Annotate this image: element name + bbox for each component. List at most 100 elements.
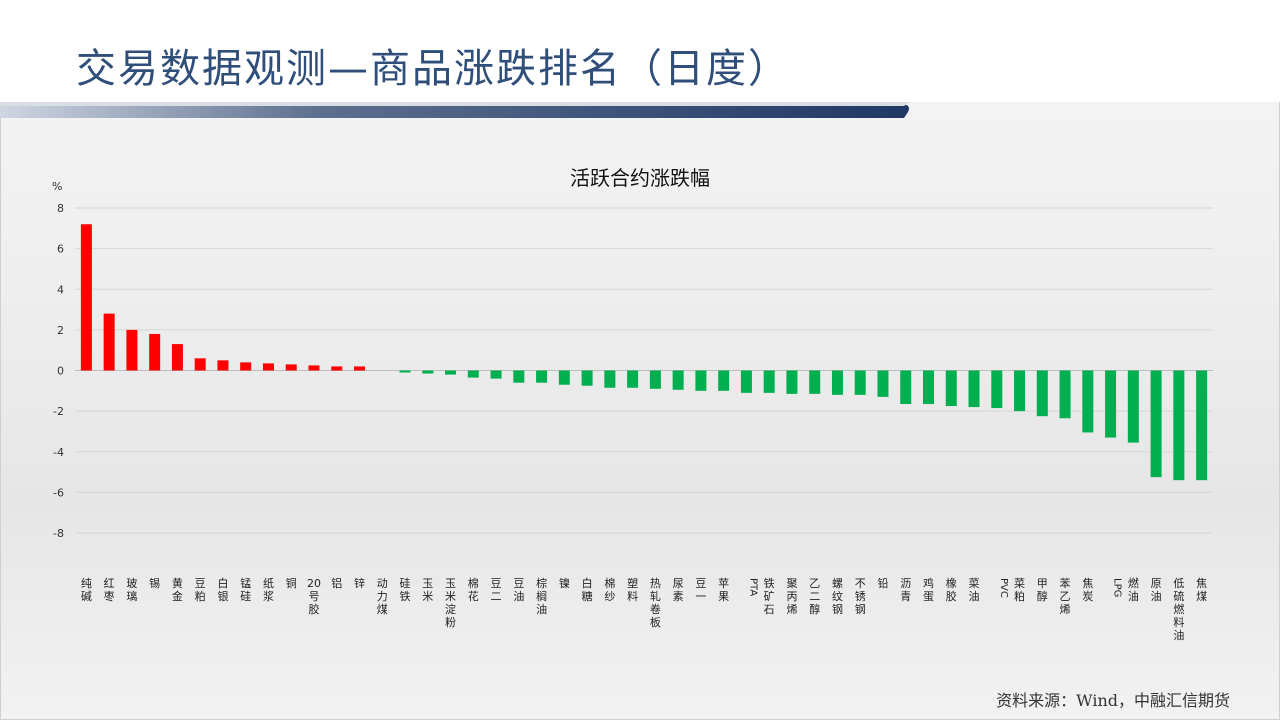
x-tick-label: 玉米 <box>422 577 433 603</box>
bar-39 <box>968 370 980 408</box>
x-tick-label: 红枣 <box>104 577 115 603</box>
y-axis-unit-label: % <box>52 180 62 193</box>
x-tick-label: 棕榈油 <box>536 576 547 616</box>
y-tick-label: 8 <box>57 202 64 215</box>
bar-6 <box>217 360 229 371</box>
x-tick-label: PVC <box>998 578 1009 598</box>
bar-18 <box>490 370 502 379</box>
bar-29 <box>740 370 752 393</box>
x-tick-label: 橡胶 <box>946 577 957 603</box>
bar-20 <box>536 370 548 383</box>
x-tick-label: 棉花 <box>468 576 479 603</box>
bar-16 <box>445 370 457 375</box>
bar-25 <box>649 370 661 389</box>
bar-45 <box>1105 370 1117 438</box>
bar-15 <box>422 370 434 374</box>
bar-22 <box>581 370 593 386</box>
bar-49 <box>1196 370 1208 481</box>
y-tick-label: -4 <box>53 446 64 459</box>
x-tick-label: 鸡蛋 <box>923 576 934 603</box>
y-tick-label: -8 <box>53 527 64 540</box>
x-tick-label: 尿素 <box>673 577 684 603</box>
bar-8 <box>262 363 274 371</box>
x-tick-label: 玉米淀粉 <box>445 577 456 629</box>
x-tick-label: 豆二 <box>491 577 502 603</box>
x-tick-label: 纯碱 <box>81 577 92 603</box>
x-tick-label: 苹果 <box>718 576 729 603</box>
bar-32 <box>809 370 821 394</box>
x-tick-label: 镍 <box>559 576 570 590</box>
x-tick-label: 动力煤 <box>377 577 388 616</box>
bar-40 <box>991 370 1003 409</box>
x-tick-label: 菜油 <box>969 577 980 603</box>
bar-31 <box>786 370 798 394</box>
bar-24 <box>627 370 639 388</box>
x-tick-label: 黄金 <box>172 576 183 603</box>
bar-46 <box>1127 370 1139 443</box>
bar-2 <box>126 329 138 371</box>
y-tick-label: 4 <box>57 283 64 296</box>
bar-37 <box>923 370 934 405</box>
bar-48 <box>1173 370 1185 481</box>
page-title: 交易数据观测—商品涨跌排名（日度） <box>76 46 790 92</box>
x-tick-label: 聚丙烯 <box>786 577 797 616</box>
x-tick-label: 豆粕 <box>195 577 206 603</box>
x-tick-label: 焦炭 <box>1082 577 1093 603</box>
x-tick-label: 白糖 <box>582 576 593 603</box>
bar-36 <box>900 370 912 405</box>
x-tick-label: 不锈钢 <box>855 577 866 616</box>
bar-4 <box>171 344 183 371</box>
x-tick-label: 菜粕 <box>1014 577 1025 603</box>
x-tick-label: 纸浆 <box>263 577 274 603</box>
x-tick-label: 锡 <box>149 576 160 590</box>
bar-30 <box>763 370 775 393</box>
bar-42 <box>1036 370 1048 417</box>
x-tick-label: 苯乙烯 <box>1060 576 1071 616</box>
x-tick-label: 乙二醇 <box>809 577 820 616</box>
y-tick-label: 2 <box>57 324 64 337</box>
bar-41 <box>1014 370 1026 412</box>
x-tick-label: 白银 <box>217 576 228 603</box>
x-tick-label: 铁矿石 <box>764 577 775 616</box>
x-tick-label: LPG <box>1112 578 1123 597</box>
x-tick-label: PTA <box>747 578 758 596</box>
x-tick-label: 豆油 <box>513 577 524 603</box>
bar-21 <box>558 370 570 385</box>
x-tick-label: 豆一 <box>695 577 706 603</box>
bar-33 <box>831 370 843 395</box>
x-tick-label: 沥青 <box>900 577 911 603</box>
bar-34 <box>854 370 866 395</box>
y-tick-label: 0 <box>57 365 64 378</box>
bar-35 <box>877 370 889 397</box>
x-tick-label: 原油 <box>1151 577 1162 603</box>
bar-12 <box>354 366 365 371</box>
x-tick-label: 塑料 <box>627 576 638 603</box>
x-tick-label: 螺纹钢 <box>832 577 843 616</box>
bar-43 <box>1059 370 1071 419</box>
bar-28 <box>718 370 730 391</box>
bar-38 <box>945 370 957 407</box>
source-note: 资料来源：Wind，中融汇信期货 <box>996 691 1230 710</box>
x-tick-label: 热轧卷板 <box>650 577 661 629</box>
x-tick-label: 低硫燃料油 <box>1173 577 1184 642</box>
bar-0 <box>80 224 92 371</box>
y-tick-label: 6 <box>57 243 64 256</box>
bar-3 <box>149 333 161 371</box>
bar-14 <box>399 370 411 373</box>
bar-11 <box>331 366 343 371</box>
chart-title: 活跃合约涨跌幅 <box>570 166 710 190</box>
x-tick-label: 焦煤 <box>1196 577 1207 603</box>
bar-19 <box>513 370 525 383</box>
x-tick-label: 锰硅 <box>240 576 251 603</box>
x-tick-label: 棉纱 <box>604 576 615 603</box>
x-tick-label: 锌 <box>354 576 365 590</box>
x-tick-label: 20 号胶 <box>307 577 321 616</box>
bar-44 <box>1082 370 1094 433</box>
bar-1 <box>103 313 115 371</box>
y-tick-label: -2 <box>53 405 64 418</box>
x-tick-label: 玻璃 <box>126 577 137 603</box>
x-tick-label: 铅 <box>877 576 888 590</box>
x-tick-label: 燃油 <box>1128 576 1139 603</box>
bar-26 <box>672 370 684 390</box>
